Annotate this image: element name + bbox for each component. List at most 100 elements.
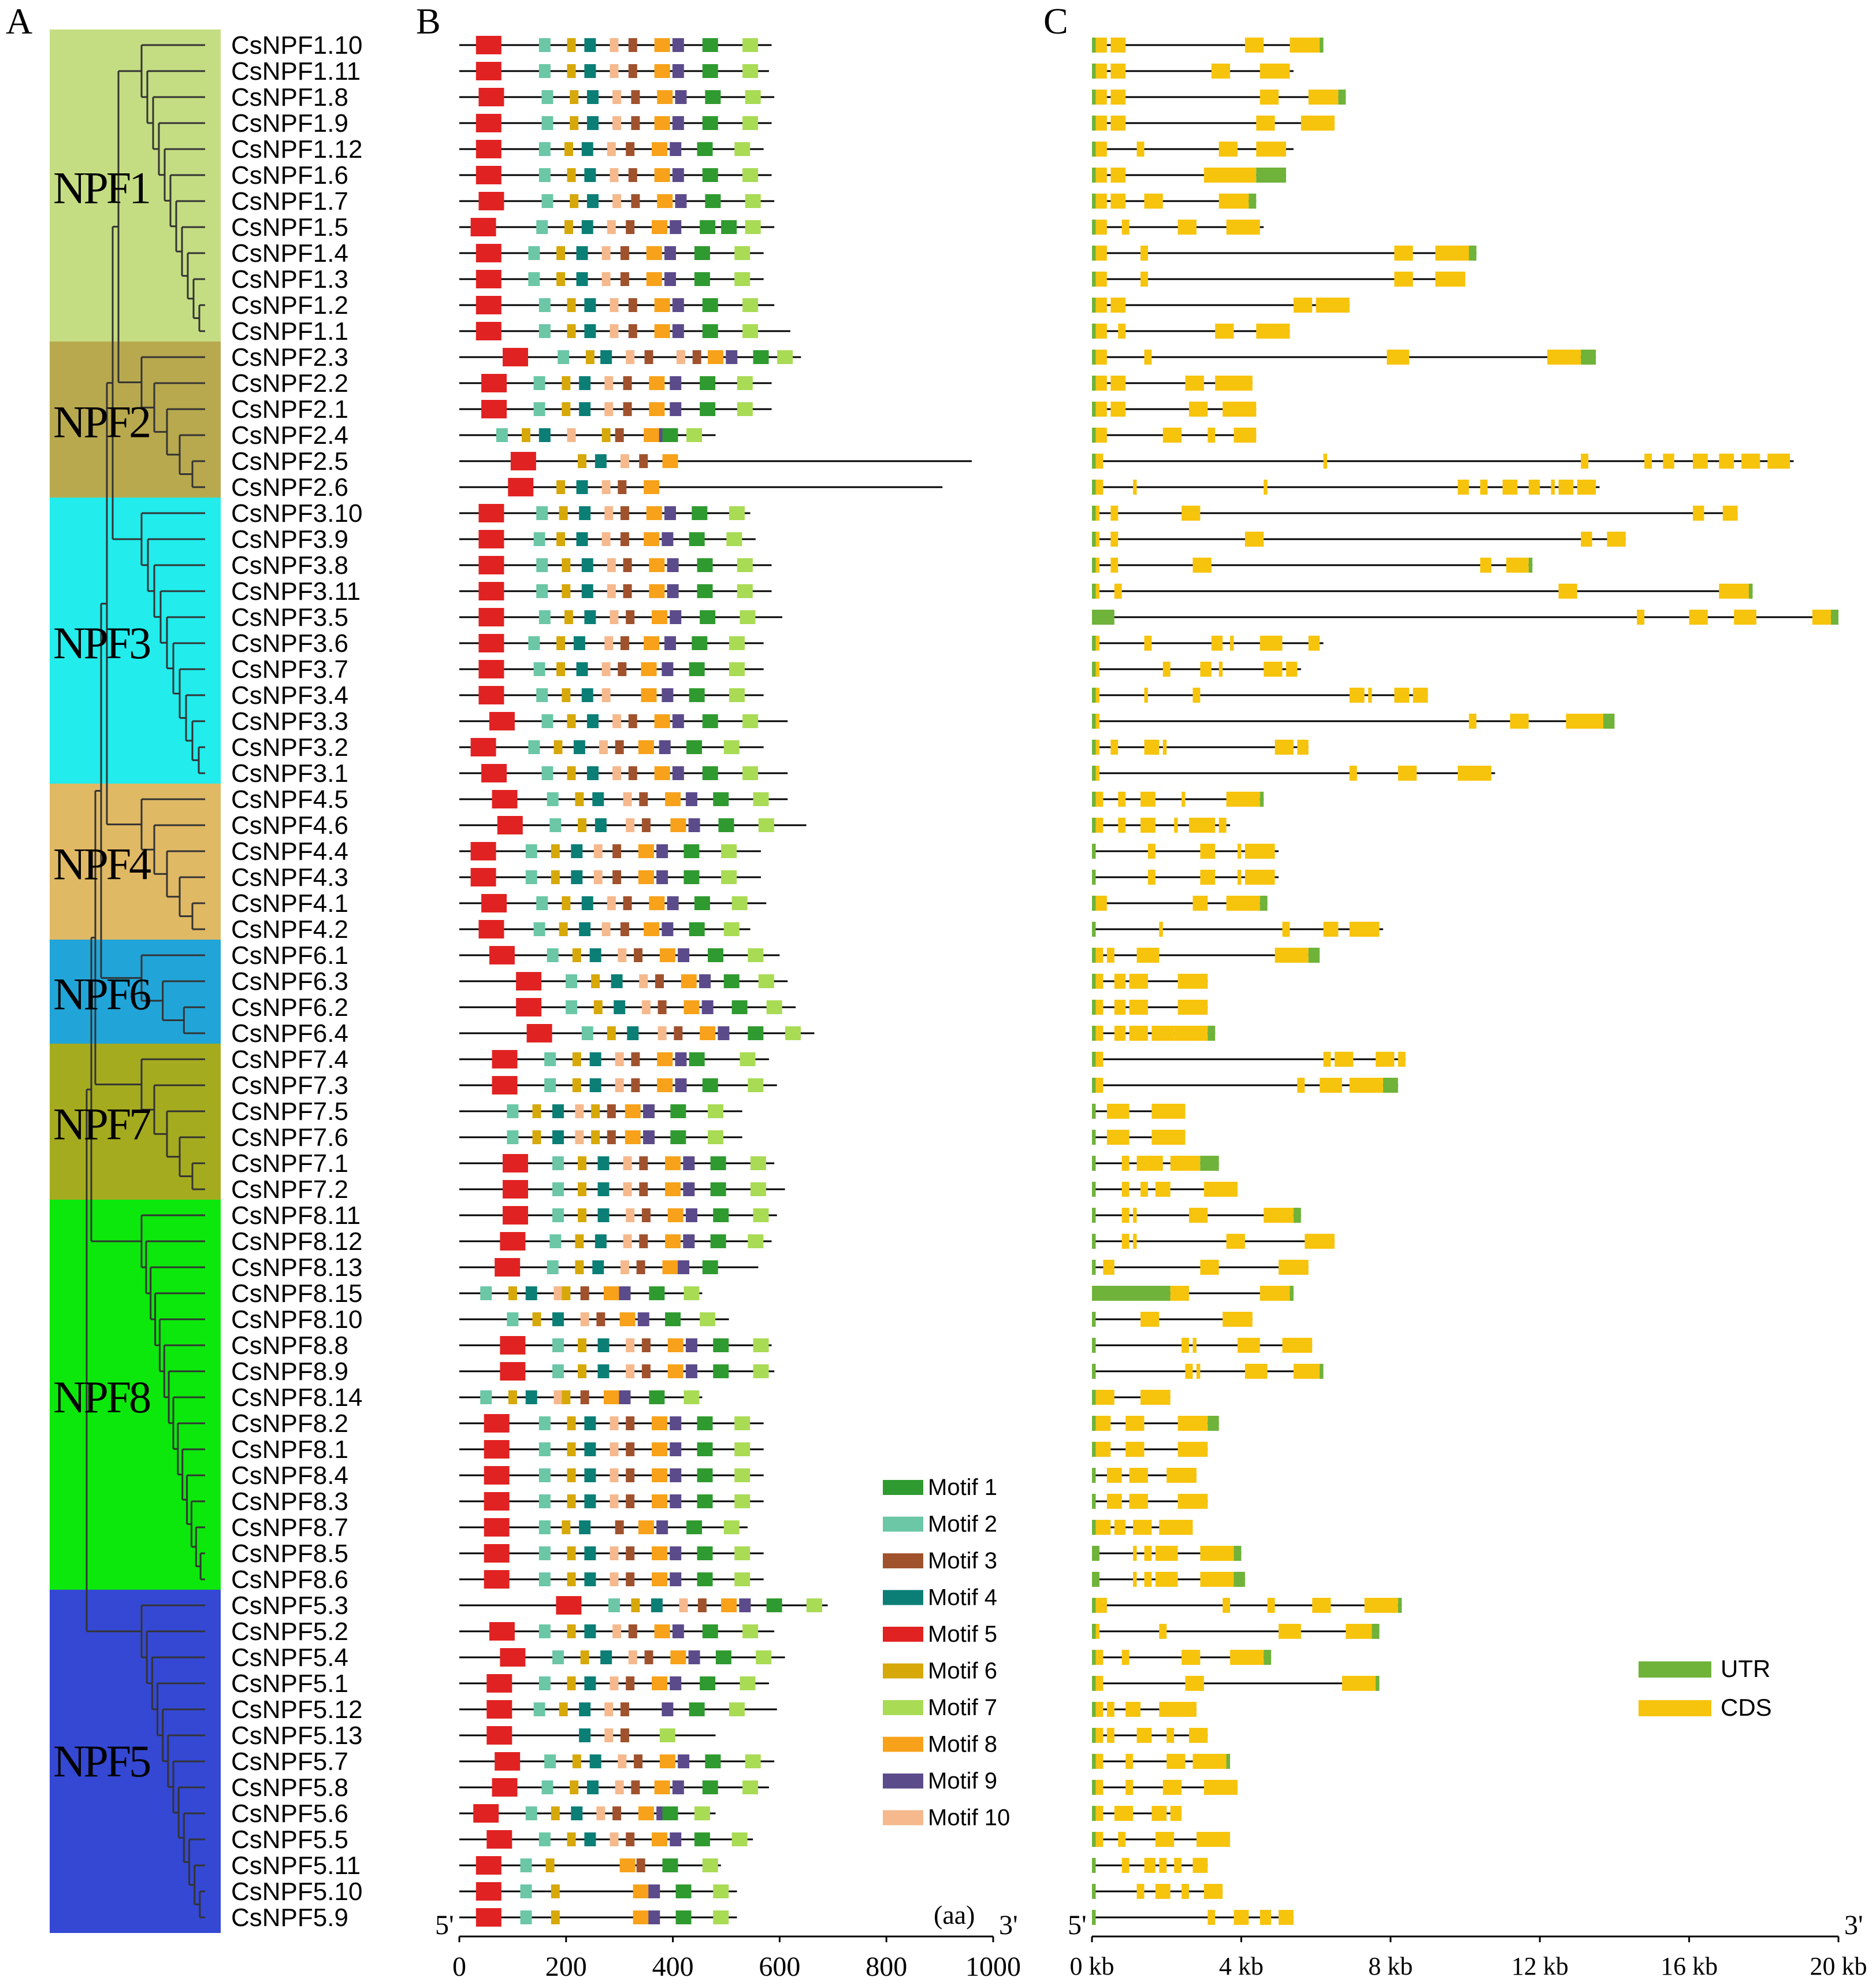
structure-axis-tick-label: 4 kb [1219, 1952, 1264, 1980]
motif-9-block [678, 948, 690, 962]
motif-9-block [675, 1052, 687, 1066]
cds-block [1103, 1598, 1107, 1613]
gene-name-csnpf7-1: CsNPF7.1 [231, 1149, 348, 1178]
motif-9-block [678, 1260, 690, 1274]
motif-7-block [713, 1884, 729, 1898]
cds-block [1767, 454, 1790, 469]
motif-3-block [612, 844, 622, 858]
cds-block [1110, 38, 1126, 53]
motif-9-block [739, 1598, 751, 1612]
cds-block [1125, 1416, 1145, 1431]
motif-10-block [620, 1260, 629, 1274]
cds-block [1162, 428, 1182, 443]
cds-block [1170, 1806, 1182, 1821]
cds-block [1237, 1338, 1260, 1353]
motif-10-block [610, 1468, 619, 1482]
motif-2-block [552, 1364, 564, 1378]
motif-5-block [475, 1856, 501, 1875]
cds-block [1110, 558, 1119, 573]
utr-block [1092, 870, 1096, 885]
cds-block [1480, 480, 1488, 495]
motif-4-block [597, 1364, 610, 1378]
cds-block [1193, 1338, 1197, 1353]
cds-block [1133, 480, 1137, 495]
cds-block [1114, 1000, 1126, 1015]
motif-7-block [700, 1312, 716, 1326]
utr-block [1234, 1572, 1245, 1587]
motif-6-block [575, 1260, 584, 1274]
cds-block [1607, 532, 1626, 547]
gene-name-csnpf3-4: CsNPF3.4 [231, 681, 348, 710]
cds-block [1095, 1754, 1104, 1769]
motif-3-block [615, 428, 624, 442]
gene-name-csnpf7-2: CsNPF7.2 [231, 1175, 348, 1204]
motif-8-block [649, 402, 665, 416]
cds-block [1203, 1884, 1223, 1899]
motif-3-block [626, 1442, 635, 1456]
motif-1-block [710, 1156, 726, 1170]
motif-3-block [641, 1208, 651, 1222]
motif-9-block [662, 532, 674, 546]
motif-8-block [646, 246, 662, 260]
motif-axis-3prime: 3' [999, 1910, 1018, 1941]
motif-10-block [612, 116, 622, 130]
motif-3-block [626, 1546, 635, 1560]
cds-block [1095, 896, 1107, 911]
motif-9-block [656, 844, 668, 858]
motif-5-block [484, 1570, 510, 1589]
motif-5-block [470, 218, 496, 236]
cds-block [1193, 688, 1201, 703]
cds-block [1320, 1078, 1342, 1093]
gene-name-csnpf3-8: CsNPF3.8 [231, 551, 348, 580]
cds-block [1208, 428, 1216, 443]
cds-block [1260, 1286, 1290, 1301]
motif-legend-swatch-7 [883, 1700, 923, 1715]
motif-row-csnpf7-4 [459, 1050, 769, 1068]
motif-row-csnpf2-2 [459, 374, 772, 392]
cds-block [1264, 662, 1283, 677]
motif-9-block [678, 1754, 690, 1768]
motif-1-block [662, 1806, 678, 1820]
motif-2-block [480, 1390, 492, 1404]
structure-row-csnpf1-5 [1092, 220, 1264, 235]
utr-block [1264, 1650, 1272, 1665]
structure-row-csnpf4-4 [1092, 844, 1279, 859]
cds-block [1095, 1676, 1104, 1691]
cds-block [1095, 974, 1104, 989]
cds-block [1312, 1598, 1331, 1613]
motif-legend-swatch-8 [883, 1737, 923, 1752]
motif-4-block [584, 298, 596, 312]
motif-5-block [481, 764, 507, 782]
motif-7-block [745, 194, 761, 208]
motif-row-csnpf3-7 [459, 660, 764, 678]
motif-6-block [551, 844, 560, 858]
motif-7-block [753, 1364, 769, 1378]
clade-label-npf8: NPF8 [53, 1372, 150, 1422]
motif-2-block [528, 246, 540, 260]
motif-3-block [626, 1676, 635, 1690]
cds-block [1349, 688, 1365, 703]
motif-6-block [567, 1416, 576, 1430]
motif-rows [459, 36, 972, 1927]
motif-4-block [538, 428, 551, 442]
motif-4-block [584, 1572, 596, 1586]
motif-row-csnpf8-4 [459, 1466, 764, 1485]
cds-block [1129, 1468, 1148, 1483]
motif-5-block [478, 582, 504, 600]
motif-1-block [702, 1624, 718, 1638]
cds-block [1203, 1182, 1238, 1197]
cds-block [1095, 558, 1099, 573]
motif-3-block [634, 948, 643, 962]
motif-9-block [685, 1364, 697, 1378]
cds-block [1121, 1156, 1130, 1171]
motif-3-block [615, 1520, 624, 1534]
motif-3-block [639, 1156, 648, 1170]
cds-block [1095, 1650, 1104, 1665]
utr-block [1092, 116, 1096, 131]
motif-3-block [618, 480, 627, 494]
cds-block [1174, 1026, 1208, 1041]
gene-name-csnpf4-4: CsNPF4.4 [231, 837, 348, 866]
motif-10-block [641, 1000, 651, 1014]
cds-block [1095, 740, 1099, 755]
motif-row-csnpf2-5 [459, 452, 972, 470]
